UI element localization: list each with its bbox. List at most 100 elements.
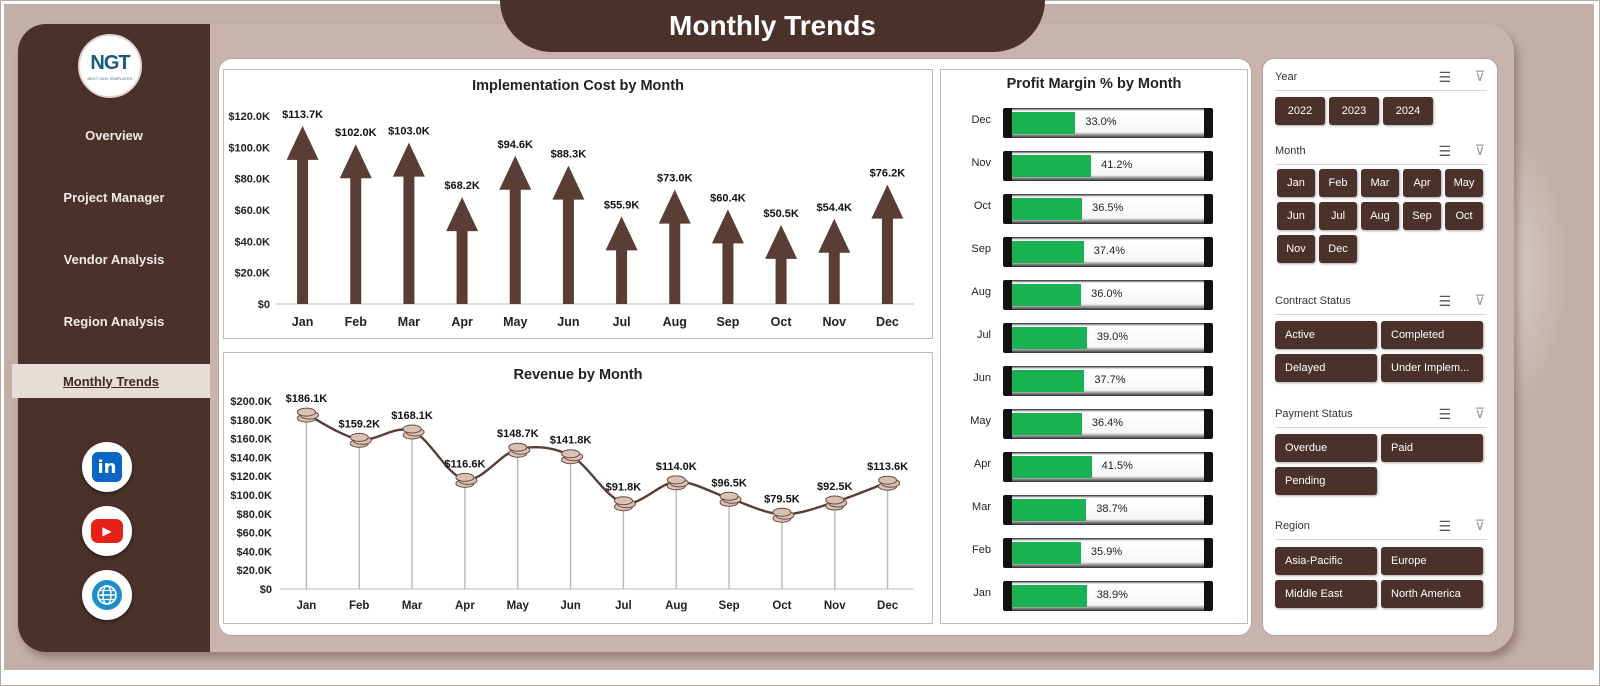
slicer-year-2024[interactable]: 2024: [1383, 97, 1433, 125]
data-label: $113.7K: [282, 109, 323, 121]
y-tick-label: $120.0K: [230, 471, 272, 483]
slicer-month-nov[interactable]: Nov: [1277, 235, 1315, 263]
clear-filter-icon[interactable]: ⊽: [1474, 142, 1485, 158]
nav-vendor-analysis[interactable]: Vendor Analysis: [63, 251, 165, 267]
data-label: $103.0K: [388, 126, 430, 138]
data-label: $159.2K: [338, 418, 380, 430]
data-label: $68.2K: [444, 180, 480, 192]
slicer-month-apr[interactable]: Apr: [1403, 169, 1441, 197]
data-label: $50.5K: [763, 208, 799, 220]
data-label: $88.3K: [551, 149, 587, 161]
profit-margin-chart: Profit Margin % by Month Dec 33.0% Nov 41.2…: [940, 69, 1248, 624]
profit-margin-row: Feb 35.9%: [941, 536, 1249, 568]
slicer-month-mar[interactable]: Mar: [1361, 169, 1399, 197]
data-label: 38.9%: [1096, 589, 1128, 601]
slicer-month-may[interactable]: May: [1445, 169, 1483, 197]
bar-arrow: [818, 218, 851, 304]
x-tick-label: Nov: [824, 600, 846, 612]
slicer-payment-pending[interactable]: Pending: [1275, 467, 1377, 495]
multi-select-icon[interactable]: ☰: [1438, 293, 1451, 309]
slicer-month-sep[interactable]: Sep: [1403, 202, 1441, 230]
profit-margin-row: Mar 38.7%: [941, 493, 1249, 525]
bar-arrow: [658, 189, 691, 304]
bar-arrow: [499, 155, 532, 304]
y-tick-label: $100.0K: [228, 142, 270, 154]
slicer-payment-overdue[interactable]: Overdue: [1275, 434, 1377, 462]
x-tick-label: Apr: [451, 315, 473, 329]
title-banner: Monthly Trends: [500, 0, 1045, 52]
bar-arrow: [871, 184, 904, 304]
coin-marker: [508, 442, 531, 458]
bar-track: 37.4%: [1003, 237, 1213, 267]
website-button[interactable]: [82, 570, 132, 620]
profit-margin-row: Aug 36.0%: [941, 278, 1249, 310]
profit-margin-row: May 36.4%: [941, 407, 1249, 439]
slicer-contract-completed[interactable]: Completed: [1381, 321, 1483, 349]
slicer-title: Year: [1275, 71, 1298, 83]
x-tick-label: Jun: [557, 315, 579, 329]
slicer-region-europe[interactable]: Europe: [1381, 547, 1483, 575]
profit-margin-row: Apr 41.5%: [941, 450, 1249, 482]
data-label: $102.0K: [335, 127, 377, 139]
clear-filter-icon[interactable]: ⊽: [1474, 68, 1485, 84]
nav-monthly-trends[interactable]: Monthly Trends: [12, 364, 210, 398]
nav-project-manager[interactable]: Project Manager: [63, 189, 165, 205]
coin-marker: [825, 495, 848, 511]
slicer-region-asia-pacific[interactable]: Asia-Pacific: [1275, 547, 1377, 575]
data-label: $79.5K: [764, 493, 800, 505]
multi-select-icon[interactable]: ☰: [1438, 406, 1451, 422]
clear-filter-icon[interactable]: ⊽: [1474, 405, 1485, 421]
nav-region-analysis[interactable]: Region Analysis: [63, 313, 165, 329]
slicer-month-jul[interactable]: Jul: [1319, 202, 1357, 230]
x-tick-label: Dec: [877, 600, 899, 612]
x-tick-label: Jun: [560, 600, 580, 612]
slicer-month-jan[interactable]: Jan: [1277, 169, 1315, 197]
y-tick-label: Sep: [971, 243, 991, 255]
clear-filter-icon[interactable]: ⊽: [1474, 292, 1485, 308]
bar-track: 39.0%: [1003, 323, 1213, 353]
youtube-button[interactable]: ▶: [82, 506, 132, 556]
data-label: $94.6K: [498, 139, 534, 151]
bar-fill: [1012, 155, 1092, 177]
slicer-month-feb[interactable]: Feb: [1319, 169, 1357, 197]
cost-chart-svg: $0 $20.0K $40.0K $60.0K $80.0K $100.0K $120.0K…: [228, 109, 914, 329]
multi-select-icon[interactable]: ☰: [1438, 69, 1451, 85]
logo-subtext: NEXT GEN TEMPLATES: [87, 75, 133, 81]
data-label: $116.6K: [444, 458, 485, 470]
data-label: $96.5K: [711, 477, 747, 489]
slicer-region-middle-east[interactable]: Middle East: [1275, 580, 1377, 608]
slicer-year-2022[interactable]: 2022: [1275, 97, 1325, 125]
bar-track: 37.7%: [1003, 366, 1213, 396]
y-tick-label: $80.0K: [237, 509, 273, 521]
slicer-region-north-america[interactable]: North America: [1381, 580, 1483, 608]
y-tick-label: $20.0K: [237, 565, 273, 577]
nav-overview[interactable]: Overview: [85, 127, 143, 143]
data-label: $92.5K: [817, 481, 853, 493]
slicer-month-oct[interactable]: Oct: [1445, 202, 1483, 230]
data-label: $76.2K: [870, 168, 906, 180]
logo[interactable]: NGT NEXT GEN TEMPLATES: [78, 34, 142, 98]
implementation-cost-chart: Implementation Cost by Month $0 $20.0K $40…: [223, 69, 933, 339]
data-label: 35.9%: [1090, 546, 1123, 558]
bar-fill: [1012, 542, 1081, 564]
bar-arrow: [392, 142, 425, 304]
multi-select-icon[interactable]: ☰: [1438, 143, 1451, 159]
x-tick-label: Aug: [663, 315, 687, 329]
slicer-year-2023[interactable]: 2023: [1329, 97, 1379, 125]
slicer-month-dec[interactable]: Dec: [1319, 235, 1357, 263]
data-label: 33.0%: [1085, 116, 1117, 128]
y-tick-label: $40.0K: [237, 546, 273, 558]
slicer-header-payment: Payment Status ☰ ⊽: [1275, 404, 1487, 428]
multi-select-icon[interactable]: ☰: [1438, 518, 1451, 534]
clear-filter-icon[interactable]: ⊽: [1474, 517, 1485, 533]
slicer-title: Payment Status: [1275, 408, 1353, 420]
slicer-contract-delayed[interactable]: Delayed: [1275, 354, 1377, 382]
slicer-month-jun[interactable]: Jun: [1277, 202, 1315, 230]
slicer-contract-active[interactable]: Active: [1275, 321, 1377, 349]
slicer-month-aug[interactable]: Aug: [1361, 202, 1399, 230]
linkedin-button[interactable]: in: [82, 442, 132, 492]
profit-margin-row: Oct 36.5%: [941, 192, 1249, 224]
slicer-payment-paid[interactable]: Paid: [1381, 434, 1483, 462]
y-tick-label: Jun: [973, 372, 991, 384]
slicer-contract-under-implementation[interactable]: Under Implem...: [1381, 354, 1483, 382]
